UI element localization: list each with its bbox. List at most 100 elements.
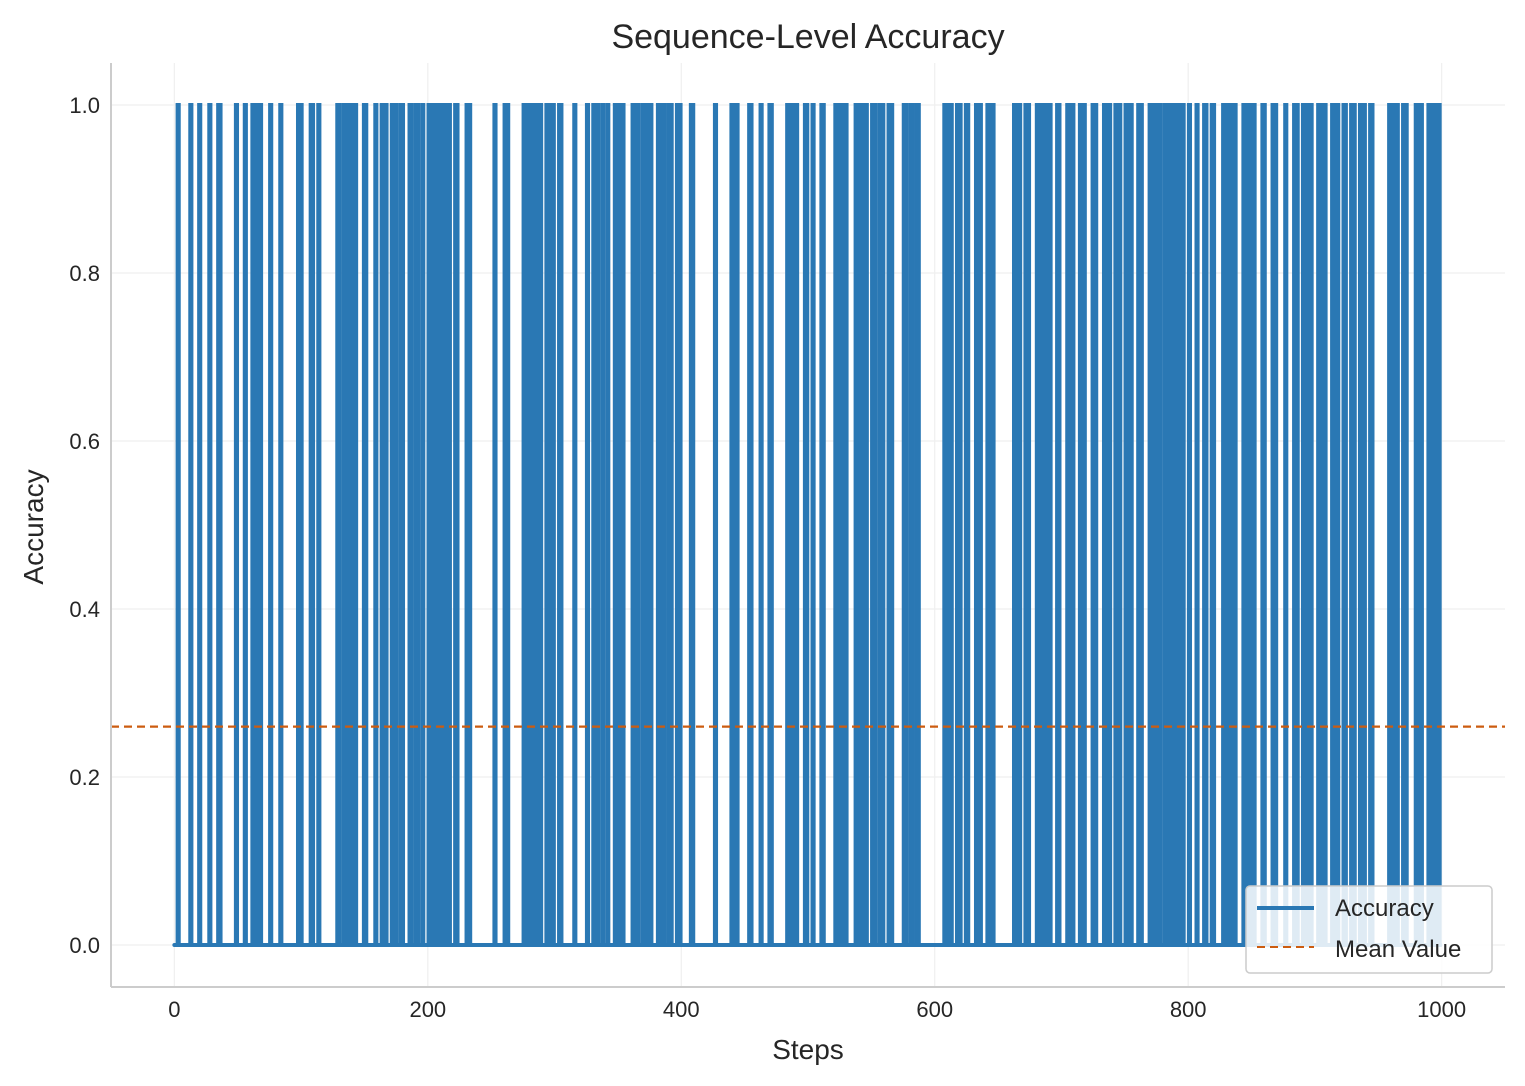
legend-mean-label: Mean Value <box>1335 936 1461 963</box>
accuracy-segment <box>1175 103 1186 947</box>
accuracy-segment <box>1260 103 1267 947</box>
accuracy-segment <box>426 103 452 947</box>
accuracy-segment <box>1357 103 1367 947</box>
x-tick-label: 200 <box>409 997 446 1022</box>
x-tick-label: 1000 <box>1417 997 1466 1022</box>
accuracy-segment <box>492 103 498 947</box>
accuracy-segment <box>1434 103 1442 947</box>
accuracy-segment <box>1292 103 1300 947</box>
accuracy-segment <box>886 103 895 947</box>
accuracy-segment <box>859 103 869 947</box>
accuracy-segment <box>914 103 921 947</box>
accuracy-segment <box>233 103 240 947</box>
y-tick-label: 0.2 <box>69 765 100 790</box>
accuracy-segment <box>612 103 626 947</box>
y-tick-label: 1.0 <box>69 93 100 118</box>
accuracy-segment <box>1368 103 1375 947</box>
accuracy-segment <box>674 103 683 947</box>
accuracy-segment <box>791 103 800 947</box>
accuracy-segment <box>341 103 359 947</box>
accuracy-segment <box>1123 103 1134 947</box>
accuracy-segment <box>600 103 606 947</box>
accuracy-segment <box>413 103 421 947</box>
accuracy-segment <box>877 103 886 947</box>
accuracy-segment <box>1090 103 1099 947</box>
accuracy-segment <box>908 103 915 947</box>
x-tick-label: 400 <box>663 997 700 1022</box>
accuracy-segment <box>1023 103 1032 947</box>
accuracy-segment <box>954 103 963 947</box>
accuracy-segment <box>688 103 696 947</box>
accuracy-segment <box>758 103 764 947</box>
accuracy-segment <box>591 103 601 947</box>
accuracy-segment <box>175 103 181 947</box>
x-axis-label: Steps <box>772 1034 844 1065</box>
accuracy-segment <box>1341 103 1348 947</box>
accuracy-segment <box>853 103 860 947</box>
accuracy-segment <box>308 103 316 947</box>
accuracy-segment <box>630 103 641 947</box>
accuracy-segment <box>255 103 264 947</box>
accuracy-segment <box>1283 103 1289 947</box>
y-tick-label: 0.8 <box>69 261 100 286</box>
accuracy-segment <box>544 103 556 947</box>
accuracy-segment <box>389 103 399 947</box>
accuracy-segment <box>453 103 460 947</box>
accuracy-segment <box>785 103 792 947</box>
accuracy-segment <box>747 103 754 947</box>
accuracy-segment <box>1113 103 1123 947</box>
accuracy-segment <box>833 103 849 947</box>
accuracy-segment <box>901 103 909 947</box>
accuracy-segment <box>1101 103 1113 947</box>
accuracy-segment <box>373 103 379 947</box>
accuracy-segment <box>557 103 564 947</box>
accuracy-segment <box>712 103 719 947</box>
accuracy-segment <box>870 103 878 947</box>
x-axis-ticks: 0 200 400 600 800 1000 <box>168 997 1466 1022</box>
accuracy-segment <box>1241 103 1257 947</box>
accuracy-segment <box>295 103 304 947</box>
accuracy-segment <box>1221 103 1231 947</box>
accuracy-segment <box>1147 103 1163 947</box>
legend-accuracy-label: Accuracy <box>1335 895 1434 922</box>
accuracy-segment <box>1077 103 1087 947</box>
accuracy-segment <box>1349 103 1357 947</box>
x-tick-label: 0 <box>168 997 180 1022</box>
accuracy-segment <box>1055 103 1062 947</box>
accuracy-segment <box>767 103 774 947</box>
accuracy-segment <box>1034 103 1053 947</box>
accuracy-segment <box>207 103 213 947</box>
accuracy-segment <box>942 103 954 947</box>
accuracy-segment <box>1330 103 1341 947</box>
accuracy-segment <box>1011 103 1023 947</box>
x-tick-label: 800 <box>1170 997 1207 1022</box>
accuracy-segment <box>1413 103 1424 947</box>
x-tick-label: 600 <box>916 997 953 1022</box>
accuracy-segment <box>810 103 816 947</box>
accuracy-segment <box>1202 103 1209 947</box>
accuracy-segment <box>655 103 662 947</box>
accuracy-segment <box>819 103 826 947</box>
accuracy-segment <box>316 103 322 947</box>
accuracy-segment <box>197 103 203 947</box>
accuracy-segment <box>1229 103 1238 947</box>
accuracy-segment <box>1401 103 1409 947</box>
accuracy-segment <box>242 103 248 947</box>
accuracy-segment <box>729 103 740 947</box>
accuracy-segment <box>802 103 810 947</box>
accuracy-segment <box>464 103 473 947</box>
accuracy-segment <box>335 103 342 947</box>
accuracy-segment <box>1316 103 1328 947</box>
accuracy-segment <box>973 103 983 947</box>
accuracy-segment <box>660 103 667 947</box>
accuracy-segment <box>1065 103 1076 947</box>
accuracy-segment <box>1270 103 1279 947</box>
accuracy-segment <box>963 103 971 947</box>
accuracy-segment <box>1209 103 1217 947</box>
accuracy-segment <box>985 103 996 947</box>
accuracy-segment <box>1426 103 1435 947</box>
accuracy-segment <box>1136 103 1144 947</box>
accuracy-segment <box>502 103 511 947</box>
accuracy-segment <box>521 103 544 947</box>
